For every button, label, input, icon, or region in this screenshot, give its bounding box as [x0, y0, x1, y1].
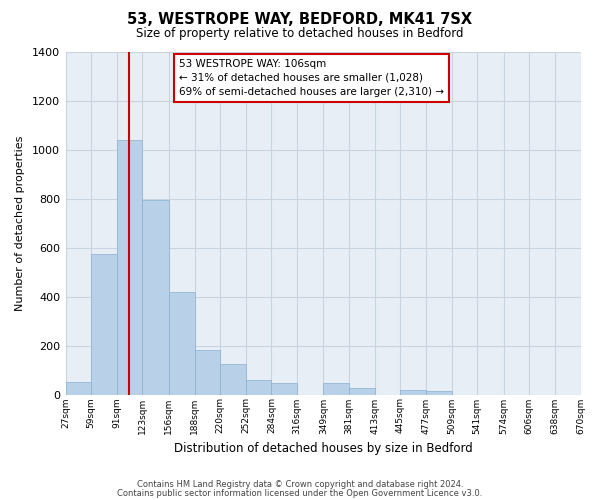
Bar [117, 140, 142, 394]
Bar [91, 254, 117, 394]
Bar [65, 382, 91, 394]
Bar [349, 388, 375, 394]
Bar [169, 292, 194, 395]
Y-axis label: Number of detached properties: Number of detached properties [15, 136, 25, 310]
Bar [426, 391, 452, 394]
Bar [246, 380, 271, 394]
Text: Contains public sector information licensed under the Open Government Licence v3: Contains public sector information licen… [118, 488, 482, 498]
X-axis label: Distribution of detached houses by size in Bedford: Distribution of detached houses by size … [173, 442, 472, 455]
Text: Contains HM Land Registry data © Crown copyright and database right 2024.: Contains HM Land Registry data © Crown c… [137, 480, 463, 489]
Bar [271, 384, 297, 394]
Bar [400, 390, 426, 394]
Bar [194, 350, 220, 395]
Bar [323, 384, 349, 394]
Text: 53, WESTROPE WAY, BEDFORD, MK41 7SX: 53, WESTROPE WAY, BEDFORD, MK41 7SX [127, 12, 473, 28]
Bar [220, 364, 246, 394]
Bar [142, 200, 169, 394]
Text: Size of property relative to detached houses in Bedford: Size of property relative to detached ho… [136, 28, 464, 40]
Text: 53 WESTROPE WAY: 106sqm
← 31% of detached houses are smaller (1,028)
69% of semi: 53 WESTROPE WAY: 106sqm ← 31% of detache… [179, 59, 444, 97]
